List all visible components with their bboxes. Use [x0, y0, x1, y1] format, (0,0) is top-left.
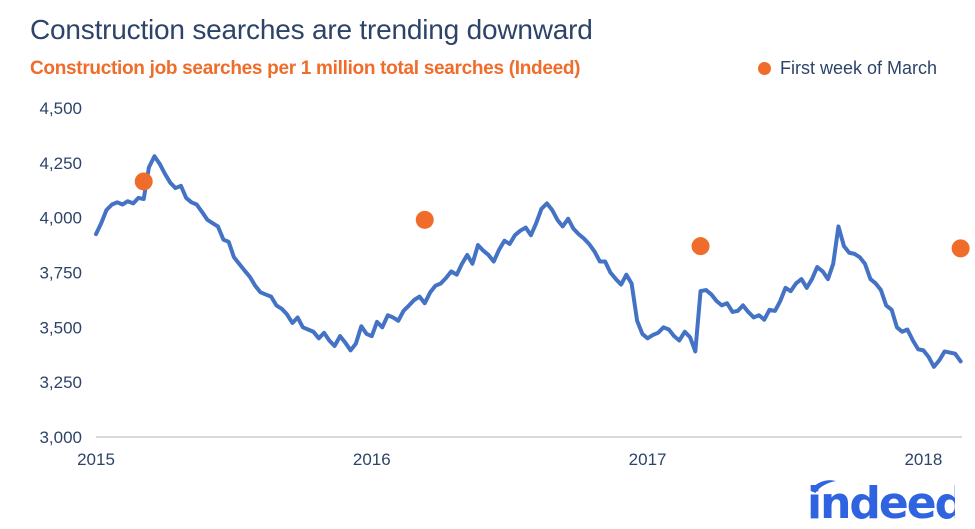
- march-marker-dot: [692, 237, 710, 255]
- y-tick-label: 3,500: [39, 318, 82, 337]
- data-series-group: [96, 156, 961, 367]
- y-axis-tick-labels: 3,000 3,250 3,500 3,750 4,000 4,250 4,500: [39, 99, 82, 447]
- march-marker-dot: [952, 239, 970, 257]
- x-tick-label: 2018: [904, 450, 942, 469]
- x-axis-tick-labels: 2015 2016 2017 2018: [77, 450, 942, 469]
- y-tick-label: 4,250: [39, 154, 82, 173]
- y-tick-label: 4,000: [39, 209, 82, 228]
- chart-page: Construction searches are trending downw…: [0, 0, 975, 529]
- y-tick-label: 3,000: [39, 428, 82, 447]
- line-chart-plot: 3,000 3,250 3,500 3,750 4,000 4,250 4,500 2015…: [0, 0, 975, 529]
- x-tick-label: 2015: [77, 450, 115, 469]
- indeed-logo-text: indeed: [807, 478, 955, 522]
- march-marker-dot: [135, 172, 153, 190]
- y-tick-label: 4,500: [39, 99, 82, 118]
- x-tick-label: 2016: [353, 450, 391, 469]
- march-marker-dot: [416, 211, 434, 229]
- y-tick-label: 3,750: [39, 264, 82, 283]
- y-tick-label: 3,250: [39, 373, 82, 392]
- series-line: [96, 156, 961, 367]
- indeed-logo: indeed: [805, 478, 955, 522]
- x-tick-label: 2017: [629, 450, 667, 469]
